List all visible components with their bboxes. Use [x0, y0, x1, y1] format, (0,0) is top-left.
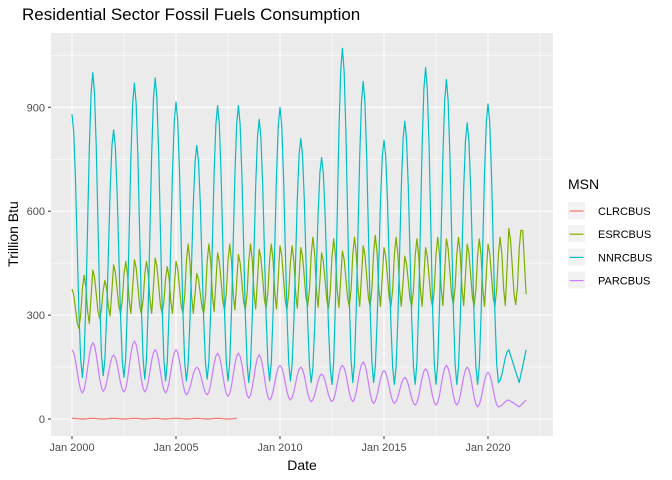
y-axis: 0 300 600 900	[27, 102, 51, 426]
series-line-clrcbus	[71, 417, 237, 420]
x-tick-label: Jan 2000	[49, 442, 94, 454]
y-tick-label: 0	[39, 414, 45, 426]
plot-panel	[51, 33, 553, 436]
series-line-esrcbus	[71, 227, 527, 329]
legend-label-nnrcbus: NNRCBUS	[598, 252, 652, 264]
legend: MSN CLRCBUS ESRCBUS NNRCBUS PARCBUS	[568, 176, 652, 289]
plot-lines	[71, 47, 527, 420]
legend-label-esrcbus: ESRCBUS	[598, 229, 651, 241]
series-line-parcbus	[71, 340, 527, 408]
y-tick-label: 900	[27, 102, 45, 114]
x-tick-label: Jan 2020	[465, 442, 510, 454]
grid-major	[51, 33, 553, 436]
y-axis-label: Trillion Btu	[5, 201, 21, 267]
y-tick-label: 600	[27, 206, 45, 218]
legend-label-parcbus: PARCBUS	[598, 276, 650, 288]
x-tick-label: Jan 2015	[361, 442, 406, 454]
series-line-nnrcbus	[71, 47, 527, 385]
x-axis-label: Date	[287, 457, 317, 473]
chart-title: Residential Sector Fossil Fuels Consumpt…	[22, 5, 360, 24]
x-tick-label: Jan 2010	[257, 442, 302, 454]
legend-title: MSN	[568, 176, 599, 192]
x-tick-label: Jan 2005	[153, 442, 198, 454]
legend-label-clrcbus: CLRCBUS	[598, 206, 651, 218]
y-tick-label: 300	[27, 310, 45, 322]
x-axis: Jan 2000 Jan 2005 Jan 2010 Jan 2015 Jan 2020	[49, 436, 511, 454]
